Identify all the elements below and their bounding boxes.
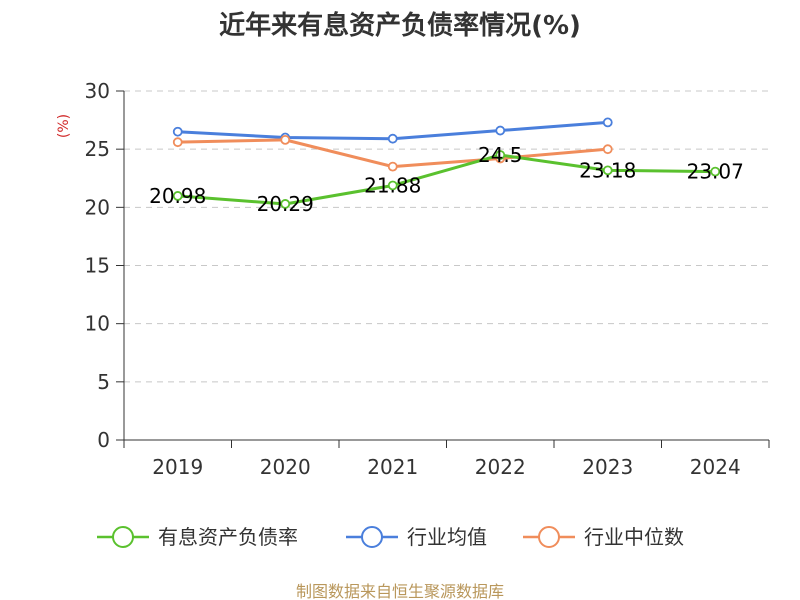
x-tick-label: 2023: [582, 455, 633, 479]
y-tick-label: 25: [85, 137, 110, 161]
data-point: [280, 199, 291, 209]
series-line: [177, 153, 716, 206]
legend-label: 有息资产负债率: [158, 525, 298, 549]
x-tick-label: 2021: [367, 455, 418, 479]
chart-title: 近年来有息资产负债率情况(%): [219, 10, 581, 41]
data-point: [387, 180, 398, 191]
legend-marker: [361, 526, 383, 548]
legend-marker: [538, 526, 560, 548]
data-label: 20.98: [149, 184, 206, 208]
axes: 0 5 10 15 20 25 30 2019 2020 2021 2022 2023 2024: [85, 79, 770, 479]
x-tick-label: 2020: [260, 455, 311, 479]
x-tick-label: 2019: [152, 455, 203, 479]
data-point: [172, 126, 183, 137]
data-point: [602, 165, 613, 176]
legend-item: 行业均值: [346, 525, 487, 549]
y-tick-label: 30: [85, 79, 110, 103]
data-point: [172, 191, 183, 201]
x-tick-label: 2022: [475, 455, 526, 479]
data-labels: 20.98 20.29 21.88 24.5 23.18 23.07: [149, 143, 744, 216]
legend-label: 行业均值: [407, 525, 487, 549]
y-tick-label: 20: [85, 195, 110, 219]
y-tick-label: 10: [85, 312, 110, 336]
series-lines: [172, 117, 721, 209]
source-note: 制图数据来自恒生聚源数据库: [296, 582, 504, 600]
y-tick-label: 15: [85, 254, 110, 278]
legend-item: 有息资产负债率: [97, 525, 298, 549]
data-label: 24.5: [478, 143, 523, 167]
y-tick-label: 5: [97, 370, 110, 394]
data-point: [387, 161, 398, 172]
data-point: [495, 150, 506, 160]
data-point: [602, 117, 613, 128]
data-point: [710, 166, 721, 177]
data-point: [172, 137, 183, 148]
y-tick-label: 0: [97, 428, 110, 452]
grid-lines: [124, 90, 769, 383]
legend: 有息资产负债率 行业均值 行业中位数: [97, 525, 684, 549]
legend-item: 行业中位数: [523, 525, 684, 549]
y-axis-label: (%): [56, 114, 72, 138]
data-label: 20.29: [257, 192, 314, 216]
data-point: [495, 125, 506, 136]
data-point: [280, 134, 291, 145]
data-label: 23.07: [687, 160, 744, 184]
x-tick-label: 2024: [690, 455, 741, 479]
data-label: 21.88: [364, 173, 421, 197]
data-point: [387, 133, 398, 144]
data-label: 23.18: [579, 158, 636, 182]
legend-marker: [112, 526, 134, 548]
legend-label: 行业中位数: [584, 525, 684, 549]
data-point: [602, 144, 613, 155]
